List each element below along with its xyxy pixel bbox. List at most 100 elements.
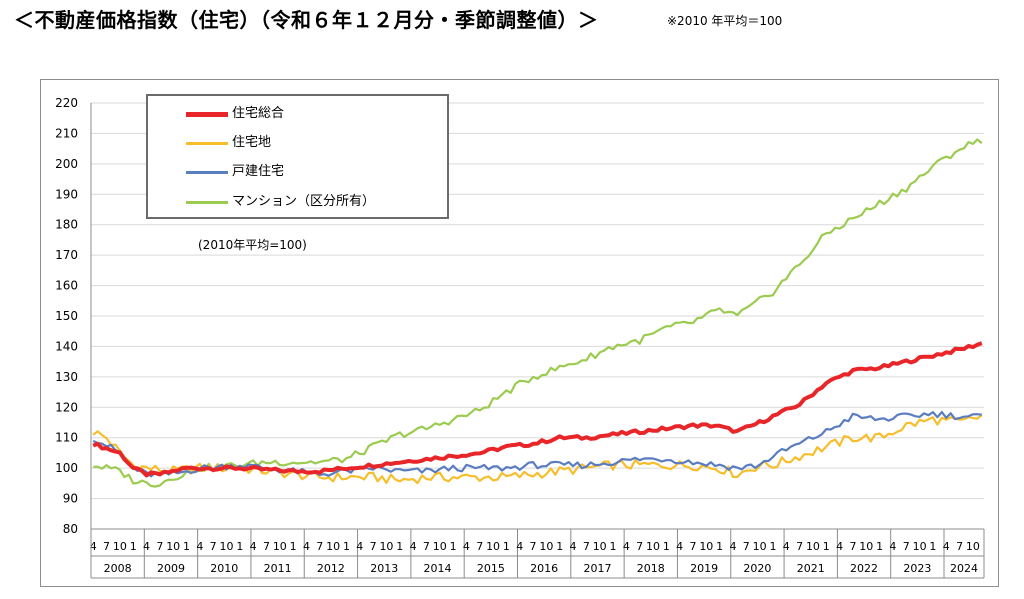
x-tick-label: 7 xyxy=(103,540,110,553)
year-label: 2012 xyxy=(317,562,345,575)
y-tick-label: 200 xyxy=(55,157,78,171)
x-tick-label: 1 xyxy=(823,540,830,553)
year-label: 2010 xyxy=(210,562,238,575)
x-tick-label: 4 xyxy=(623,540,630,553)
series-line xyxy=(92,411,982,478)
y-tick-label: 170 xyxy=(55,248,78,262)
x-tick-label: 7 xyxy=(156,540,163,553)
x-tick-label: 1 xyxy=(663,540,670,553)
x-tick-label: 10 xyxy=(273,540,287,553)
x-tick-label: 10 xyxy=(379,540,393,553)
x-tick-label: 7 xyxy=(956,540,963,553)
x-tick-label: 10 xyxy=(113,540,127,553)
x-tick-label: 4 xyxy=(783,540,790,553)
x-tick-label: 4 xyxy=(836,540,843,553)
y-tick-label: 110 xyxy=(55,431,78,445)
year-label: 2024 xyxy=(950,562,978,575)
x-tick-label: 7 xyxy=(210,540,217,553)
legend-label-house: 戸建住宅 xyxy=(232,164,285,179)
x-tick-label: 1 xyxy=(556,540,563,553)
year-label: 2017 xyxy=(583,562,611,575)
x-tick-label: 4 xyxy=(250,540,257,553)
y-tick-label: 190 xyxy=(55,187,78,201)
year-label: 2018 xyxy=(637,562,665,575)
y-tick-label: 120 xyxy=(55,400,78,414)
year-label: 2020 xyxy=(743,562,771,575)
x-tick-label: 4 xyxy=(889,540,896,553)
x-tick-label: 4 xyxy=(196,540,203,553)
x-tick-label: 4 xyxy=(356,540,363,553)
series-line xyxy=(92,414,983,485)
legend-swatch-total xyxy=(186,112,228,117)
x-tick-label: 10 xyxy=(166,540,180,553)
x-tick-label: 1 xyxy=(610,540,617,553)
x-tick-label: 4 xyxy=(676,540,683,553)
legend-label-land: 住宅地 xyxy=(232,135,272,150)
year-label: 2022 xyxy=(850,562,878,575)
y-tick-label: 100 xyxy=(55,461,78,475)
x-tick-label: 7 xyxy=(636,540,643,553)
legend-item-land: 住宅地 xyxy=(148,133,448,153)
x-tick-label: 10 xyxy=(859,540,873,553)
x-tick-label: 7 xyxy=(903,540,910,553)
x-tick-label: 4 xyxy=(410,540,417,553)
y-tick-label: 80 xyxy=(63,522,78,536)
year-label: 2015 xyxy=(477,562,505,575)
x-tick-label: 10 xyxy=(699,540,713,553)
x-tick-label: 10 xyxy=(326,540,340,553)
x-tick-label: 10 xyxy=(220,540,234,553)
legend-swatch-land xyxy=(186,142,228,145)
x-tick-label: 10 xyxy=(806,540,820,553)
x-tick-label: 1 xyxy=(503,540,510,553)
year-label: 2016 xyxy=(530,562,558,575)
y-tick-label: 180 xyxy=(55,218,78,232)
x-tick-label: 10 xyxy=(539,540,553,553)
x-tick-label: 7 xyxy=(583,540,590,553)
y-tick-label: 130 xyxy=(55,370,78,384)
x-tick-label: 7 xyxy=(423,540,430,553)
x-tick-label: 4 xyxy=(570,540,577,553)
legend-label-condo: マンション（区分所有） xyxy=(232,194,376,209)
year-label: 2013 xyxy=(370,562,398,575)
x-tick-label: 7 xyxy=(263,540,270,553)
y-tick-label: 220 xyxy=(55,96,78,110)
x-tick-label: 1 xyxy=(130,540,137,553)
y-tick-label: 140 xyxy=(55,339,78,353)
year-label: 2023 xyxy=(903,562,931,575)
x-tick-label: 4 xyxy=(143,540,150,553)
x-tick-label: 1 xyxy=(450,540,457,553)
year-label: 2011 xyxy=(264,562,292,575)
x-tick-label: 10 xyxy=(433,540,447,553)
x-tick-label: 1 xyxy=(343,540,350,553)
x-tick-label: 1 xyxy=(236,540,243,553)
year-label: 2009 xyxy=(157,562,185,575)
x-tick-label: 7 xyxy=(743,540,750,553)
x-tick-label: 4 xyxy=(943,540,950,553)
legend-swatch-house xyxy=(186,171,228,174)
x-tick-label: 1 xyxy=(290,540,297,553)
y-tick-label: 210 xyxy=(55,126,78,140)
x-tick-label: 10 xyxy=(753,540,767,553)
x-tick-label: 7 xyxy=(689,540,696,553)
x-tick-label: 10 xyxy=(593,540,607,553)
x-tick-label: 7 xyxy=(316,540,323,553)
legend-item-condo: マンション（区分所有） xyxy=(148,192,448,212)
x-tick-label: 10 xyxy=(486,540,500,553)
year-label: 2019 xyxy=(690,562,718,575)
y-tick-label: 150 xyxy=(55,309,78,323)
x-tick-label: 7 xyxy=(849,540,856,553)
x-tick-label: 10 xyxy=(646,540,660,553)
x-tick-label: 10 xyxy=(913,540,927,553)
x-tick-label: 4 xyxy=(729,540,736,553)
x-tick-label: 7 xyxy=(530,540,537,553)
x-tick-label: 1 xyxy=(876,540,883,553)
x-tick-label: 4 xyxy=(90,540,97,553)
x-tick-label: 4 xyxy=(303,540,310,553)
x-tick-label: 4 xyxy=(463,540,470,553)
x-tick-label: 1 xyxy=(716,540,723,553)
page-title: ＜不動産価格指数（住宅）（令和６年１２月分・季節調整値）＞ xyxy=(14,8,599,32)
x-tick-label: 7 xyxy=(370,540,377,553)
x-tick-label: 10 xyxy=(966,540,980,553)
y-tick-label: 160 xyxy=(55,279,78,293)
